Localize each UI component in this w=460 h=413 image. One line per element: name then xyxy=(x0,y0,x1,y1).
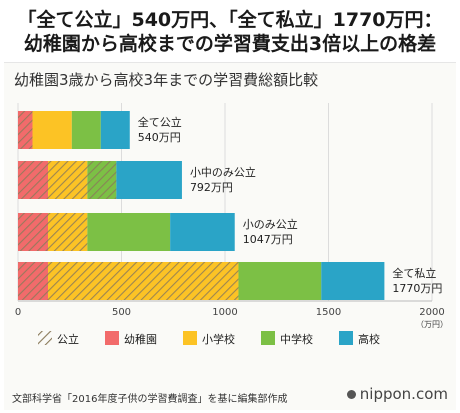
x-tick-label: 500 xyxy=(112,307,131,318)
bar-category-label: 全て私立 xyxy=(392,266,436,280)
bar-segment-public-hatch xyxy=(87,161,117,199)
bar-segment xyxy=(238,262,322,300)
bar-segment-public-hatch xyxy=(48,161,88,199)
bar-segment xyxy=(71,111,101,149)
bar-segment-public-hatch xyxy=(18,262,49,300)
headline: 「全て公立」540万円、「全て私立」1770万円： 幼稚園から高校までの学習費支… xyxy=(0,0,460,56)
bar-segment xyxy=(32,111,72,149)
bar-category-label: 小のみ公立 xyxy=(243,217,298,231)
x-unit-label: （万円） xyxy=(416,320,448,329)
bar-segment xyxy=(87,213,171,251)
chart-panel: 幼稚園3歳から高校3年までの学習費総額比較 0 500 1000 1500 2000 （万… xyxy=(4,62,456,410)
brand-name: nippon.com xyxy=(359,385,448,403)
bar-segment-public-hatch xyxy=(18,111,33,149)
bar-category-label: 小中のみ公立 xyxy=(190,165,256,179)
source-note: 文部科学省「2016年度子供の学習費調査」を基に編集部作成 xyxy=(12,394,288,405)
legend-label: 小学校 xyxy=(202,332,235,346)
bar-total-label: 792万円 xyxy=(190,181,233,194)
legend-label: 公立 xyxy=(57,332,79,346)
legend-swatch xyxy=(105,331,119,345)
brand-dot-icon xyxy=(346,390,356,399)
x-tick-label: 2000 xyxy=(419,307,444,318)
legend-label: 中学校 xyxy=(280,332,313,346)
legend-swatch xyxy=(261,331,275,345)
bar-segment xyxy=(100,111,130,149)
bar-segment xyxy=(321,262,385,300)
x-tick-label: 1000 xyxy=(212,307,237,318)
bar-segment xyxy=(116,161,182,199)
legend-swatch xyxy=(38,331,52,345)
x-tick-label: 1500 xyxy=(316,307,341,318)
legend-swatch xyxy=(339,331,353,345)
bar-category-label: 全て公立 xyxy=(138,115,182,129)
bar-total-label: 540万円 xyxy=(138,131,181,144)
legend-label: 幼稚園 xyxy=(124,333,157,346)
headline-line-2: 幼稚園から高校までの学習費支出3倍以上の格差 xyxy=(23,33,437,55)
bar-segment xyxy=(170,213,235,251)
chart-title: 幼稚園3歳から高校3年までの学習費総額比較 xyxy=(14,71,319,89)
bar-segment-public-hatch xyxy=(48,262,239,300)
brand-logo: nippon.com xyxy=(346,385,448,403)
legend-swatch xyxy=(183,331,197,345)
bar-segment-public-hatch xyxy=(18,213,49,251)
bar-total-label: 1770万円 xyxy=(392,282,442,295)
x-tick-label: 0 xyxy=(15,307,21,318)
bar-total-label: 1047万円 xyxy=(243,233,293,246)
bar-segment-public-hatch xyxy=(48,213,88,251)
bar-segment-public-hatch xyxy=(18,161,49,199)
headline-line-1: 「全て公立」540万円、「全て私立」1770万円： xyxy=(17,9,443,31)
legend-label: 高校 xyxy=(358,332,380,346)
